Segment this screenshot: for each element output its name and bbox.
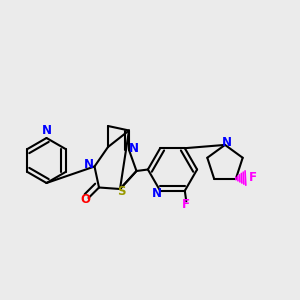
Text: O: O xyxy=(80,193,91,206)
Text: N: N xyxy=(128,142,139,155)
Text: N: N xyxy=(152,187,162,200)
Text: N: N xyxy=(41,124,52,136)
Text: F: F xyxy=(182,198,190,212)
Text: F: F xyxy=(249,171,257,184)
Text: S: S xyxy=(117,185,126,198)
Text: N: N xyxy=(84,158,94,172)
Text: N: N xyxy=(221,136,232,149)
